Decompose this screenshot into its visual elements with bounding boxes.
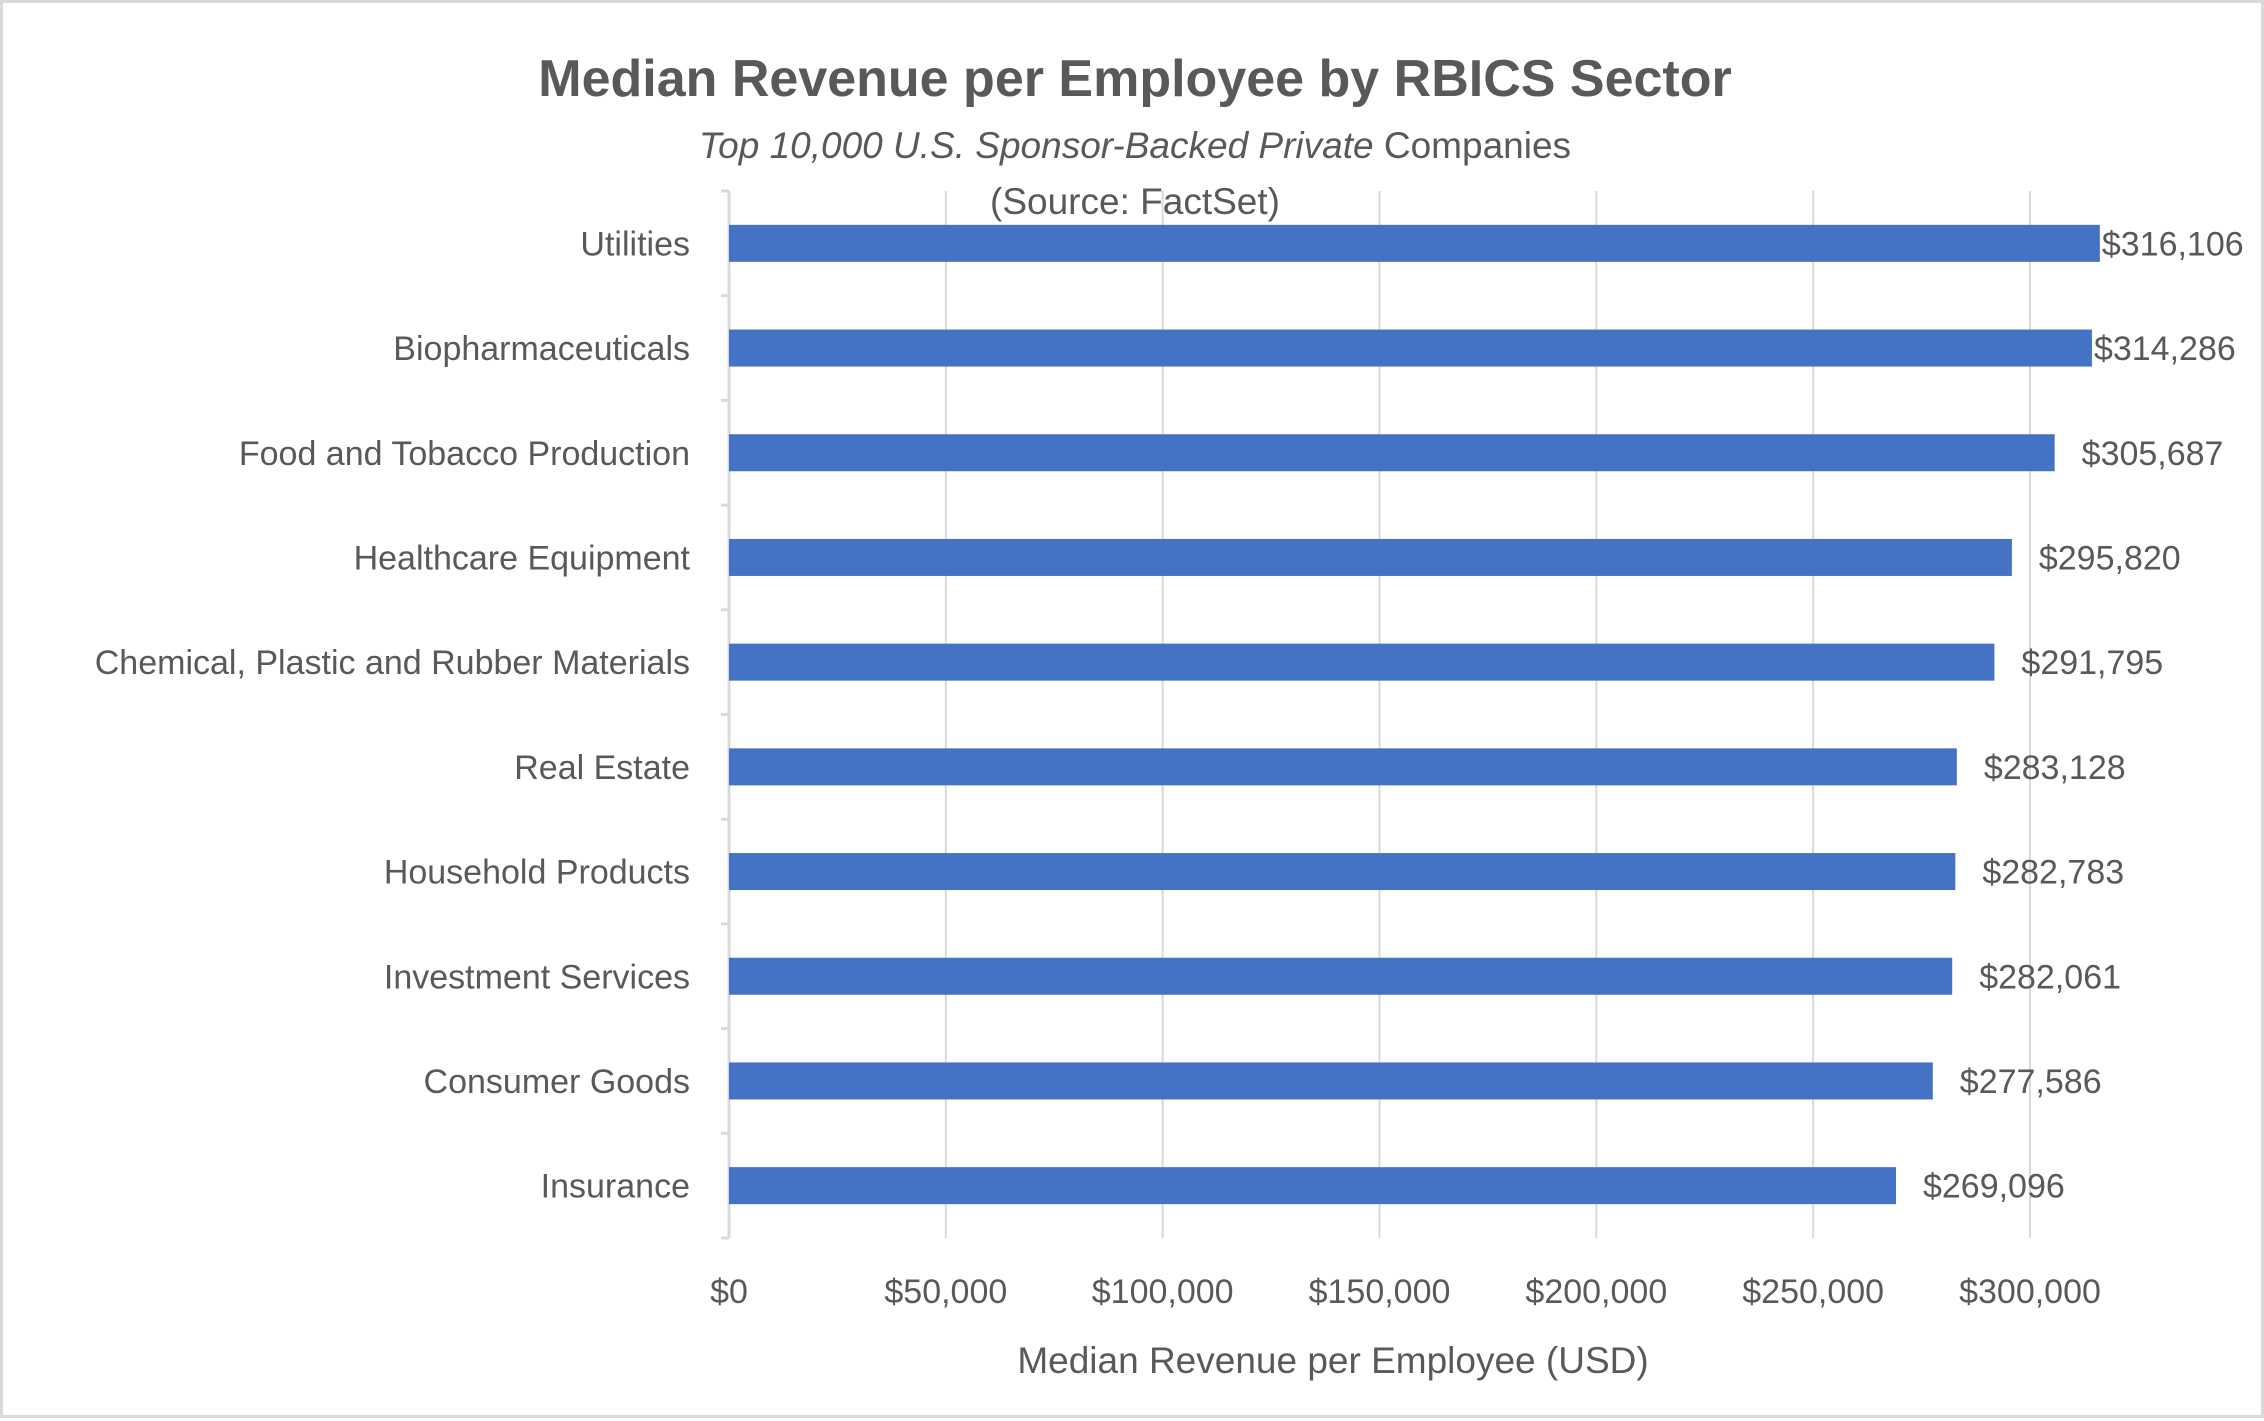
data-label: $282,061 bbox=[1979, 958, 2121, 996]
bar bbox=[729, 643, 1995, 681]
category-label: Food and Tobacco Production bbox=[239, 435, 690, 473]
data-label: $283,128 bbox=[1984, 749, 2126, 787]
category-label: Chemical, Plastic and Rubber Materials bbox=[95, 644, 690, 682]
x-tick-label: $100,000 bbox=[1092, 1273, 1234, 1311]
bar bbox=[729, 1062, 1933, 1100]
data-label: $295,820 bbox=[2039, 539, 2181, 577]
category-label: Investment Services bbox=[384, 958, 690, 996]
bar bbox=[729, 224, 2100, 262]
data-label: $316,106 bbox=[2102, 225, 2244, 263]
bar bbox=[729, 538, 2012, 576]
data-label: $269,096 bbox=[1923, 1168, 2065, 1206]
data-label: $282,783 bbox=[1982, 854, 2124, 892]
subtitle-italic: Top 10,000 U.S. Sponsor-Backed Private bbox=[699, 125, 1374, 166]
x-tick-label: $200,000 bbox=[1525, 1273, 1667, 1311]
x-tick-label: $300,000 bbox=[1959, 1273, 2101, 1311]
category-label: Healthcare Equipment bbox=[354, 539, 691, 577]
bar bbox=[729, 1167, 1896, 1205]
bar-chart: $0 $50,000 $100,000 $150,000 $200,000 $250,00… bbox=[95, 50, 2244, 1381]
chart-title: Median Revenue per Employee by RBICS Sec… bbox=[538, 50, 1731, 108]
chart-subtitle: Top 10,000 U.S. Sponsor-Backed Private C… bbox=[699, 125, 1571, 166]
x-tick-label: $150,000 bbox=[1309, 1273, 1451, 1311]
category-label: Consumer Goods bbox=[424, 1063, 690, 1101]
subtitle-regular: Companies bbox=[1374, 125, 1571, 166]
bar bbox=[729, 434, 2055, 472]
bar bbox=[729, 329, 2092, 367]
bar bbox=[729, 957, 1953, 995]
x-tick-label: $250,000 bbox=[1742, 1273, 1884, 1311]
x-tick-label: $50,000 bbox=[884, 1273, 1007, 1311]
category-label: Biopharmaceuticals bbox=[393, 330, 690, 368]
data-label: $277,586 bbox=[1960, 1063, 2102, 1101]
bar bbox=[729, 748, 1957, 786]
chart-source: (Source: FactSet) bbox=[990, 181, 1280, 222]
category-label: Household Products bbox=[384, 854, 690, 892]
bar bbox=[729, 853, 1956, 891]
category-label: Insurance bbox=[541, 1168, 690, 1206]
category-label: Utilities bbox=[580, 225, 690, 263]
x-tick-label: $0 bbox=[710, 1273, 748, 1311]
category-label: Real Estate bbox=[514, 749, 690, 787]
data-label: $291,795 bbox=[2021, 644, 2163, 682]
data-label: $305,687 bbox=[2082, 435, 2224, 473]
x-axis-title: Median Revenue per Employee (USD) bbox=[1017, 1340, 1648, 1381]
data-label: $314,286 bbox=[2094, 330, 2236, 368]
